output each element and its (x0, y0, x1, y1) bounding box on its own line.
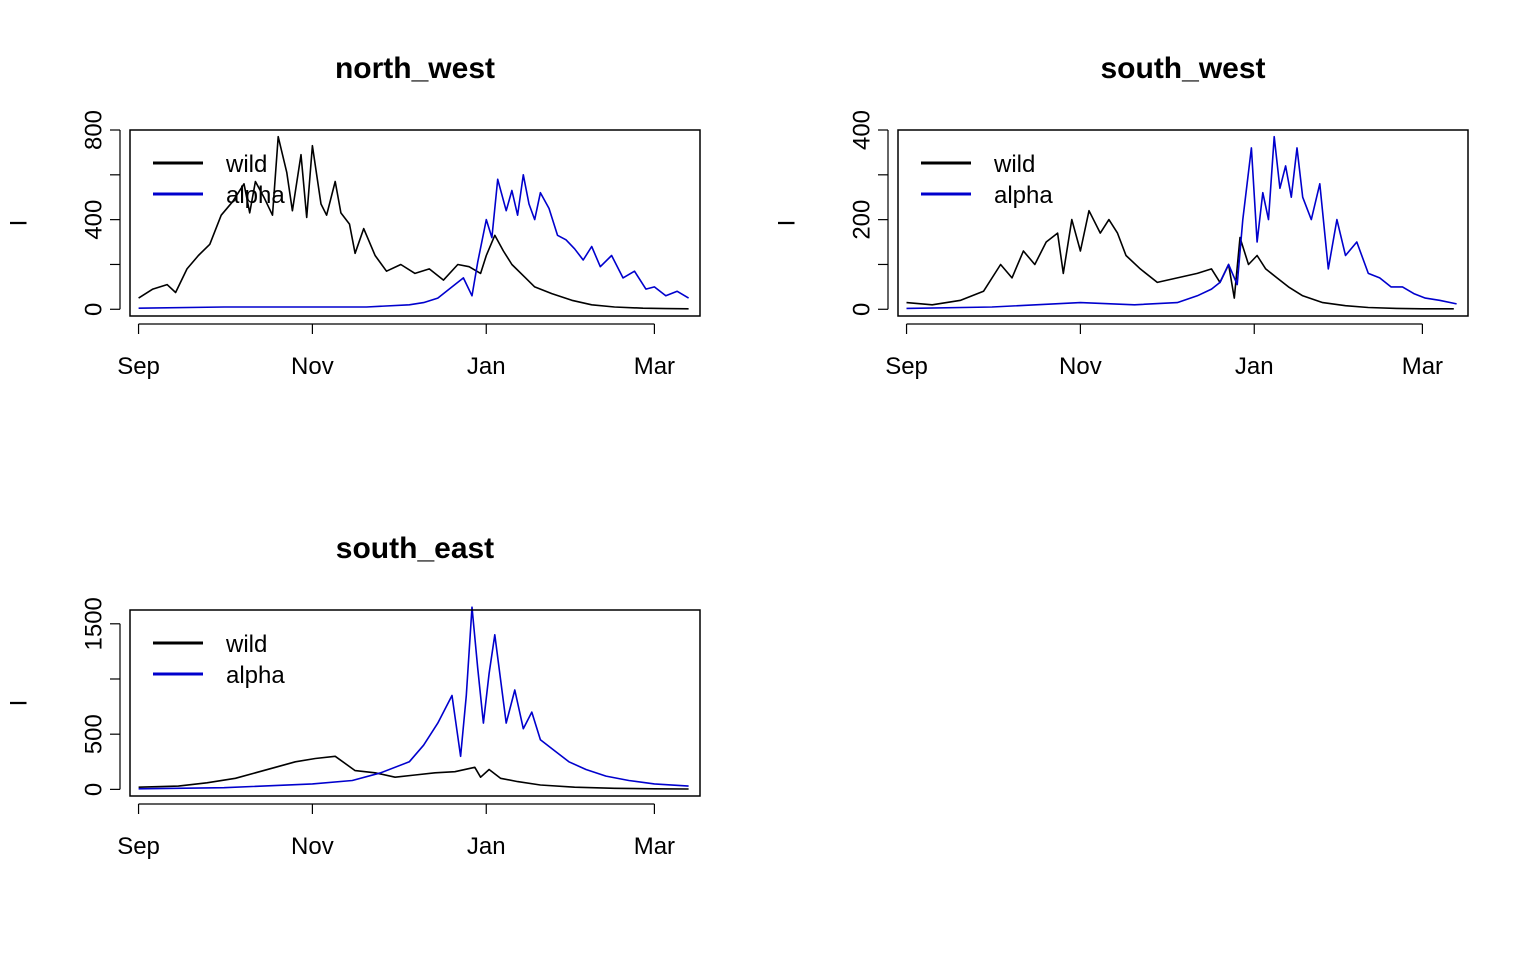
x-tick-label: Mar (634, 353, 675, 380)
plot-frame (897, 129, 1469, 317)
plot-frame (129, 609, 701, 797)
x-tick-label: Mar (634, 833, 675, 860)
x-tick-label: Jan (1235, 353, 1274, 380)
y-axis-label: I (773, 220, 800, 227)
panel-title: north_west (335, 52, 495, 85)
x-tick-label: Nov (291, 833, 334, 860)
panel-title: south_west (1100, 52, 1265, 85)
series-line-alpha (138, 174, 690, 309)
plot-frame (129, 129, 701, 317)
y-tick-label: 200 (848, 200, 875, 240)
panel-title: south_east (336, 532, 494, 565)
x-tick-label: Sep (117, 833, 160, 860)
y-axis-label: I (5, 700, 32, 707)
x-tick-label: Nov (1059, 353, 1102, 380)
x-tick-label: Sep (885, 353, 928, 380)
series-line-alpha (138, 606, 689, 790)
y-axis-label: I (5, 220, 32, 227)
y-tick-label: 800 (80, 110, 107, 150)
legend-label: wild (225, 151, 267, 178)
x-tick-label: Jan (467, 833, 506, 860)
legend-label: alpha (226, 182, 285, 209)
legend: wild alpha (921, 151, 1053, 209)
legend-label: alpha (994, 182, 1053, 209)
x-tick-label: Sep (117, 353, 160, 380)
series-line-wild (138, 135, 689, 310)
legend: wild alpha (153, 151, 285, 209)
x-tick-label: Jan (467, 353, 506, 380)
series-line-wild (138, 755, 689, 790)
y-tick-label: 400 (80, 200, 107, 240)
y-tick-label: 1500 (80, 597, 107, 650)
series-line-wild (906, 209, 1454, 310)
legend-label: alpha (226, 662, 285, 689)
legend-label: wild (993, 151, 1035, 178)
y-tick-label: 0 (80, 303, 107, 316)
y-tick-label: 400 (848, 110, 875, 150)
x-tick-label: Nov (291, 353, 334, 380)
y-tick-label: 0 (80, 783, 107, 796)
y-tick-label: 0 (848, 303, 875, 316)
legend: wild alpha (153, 631, 285, 689)
y-tick-label: 500 (80, 714, 107, 754)
x-tick-label: Mar (1402, 353, 1443, 380)
legend-label: wild (225, 631, 267, 658)
series-line-alpha (906, 135, 1457, 310)
